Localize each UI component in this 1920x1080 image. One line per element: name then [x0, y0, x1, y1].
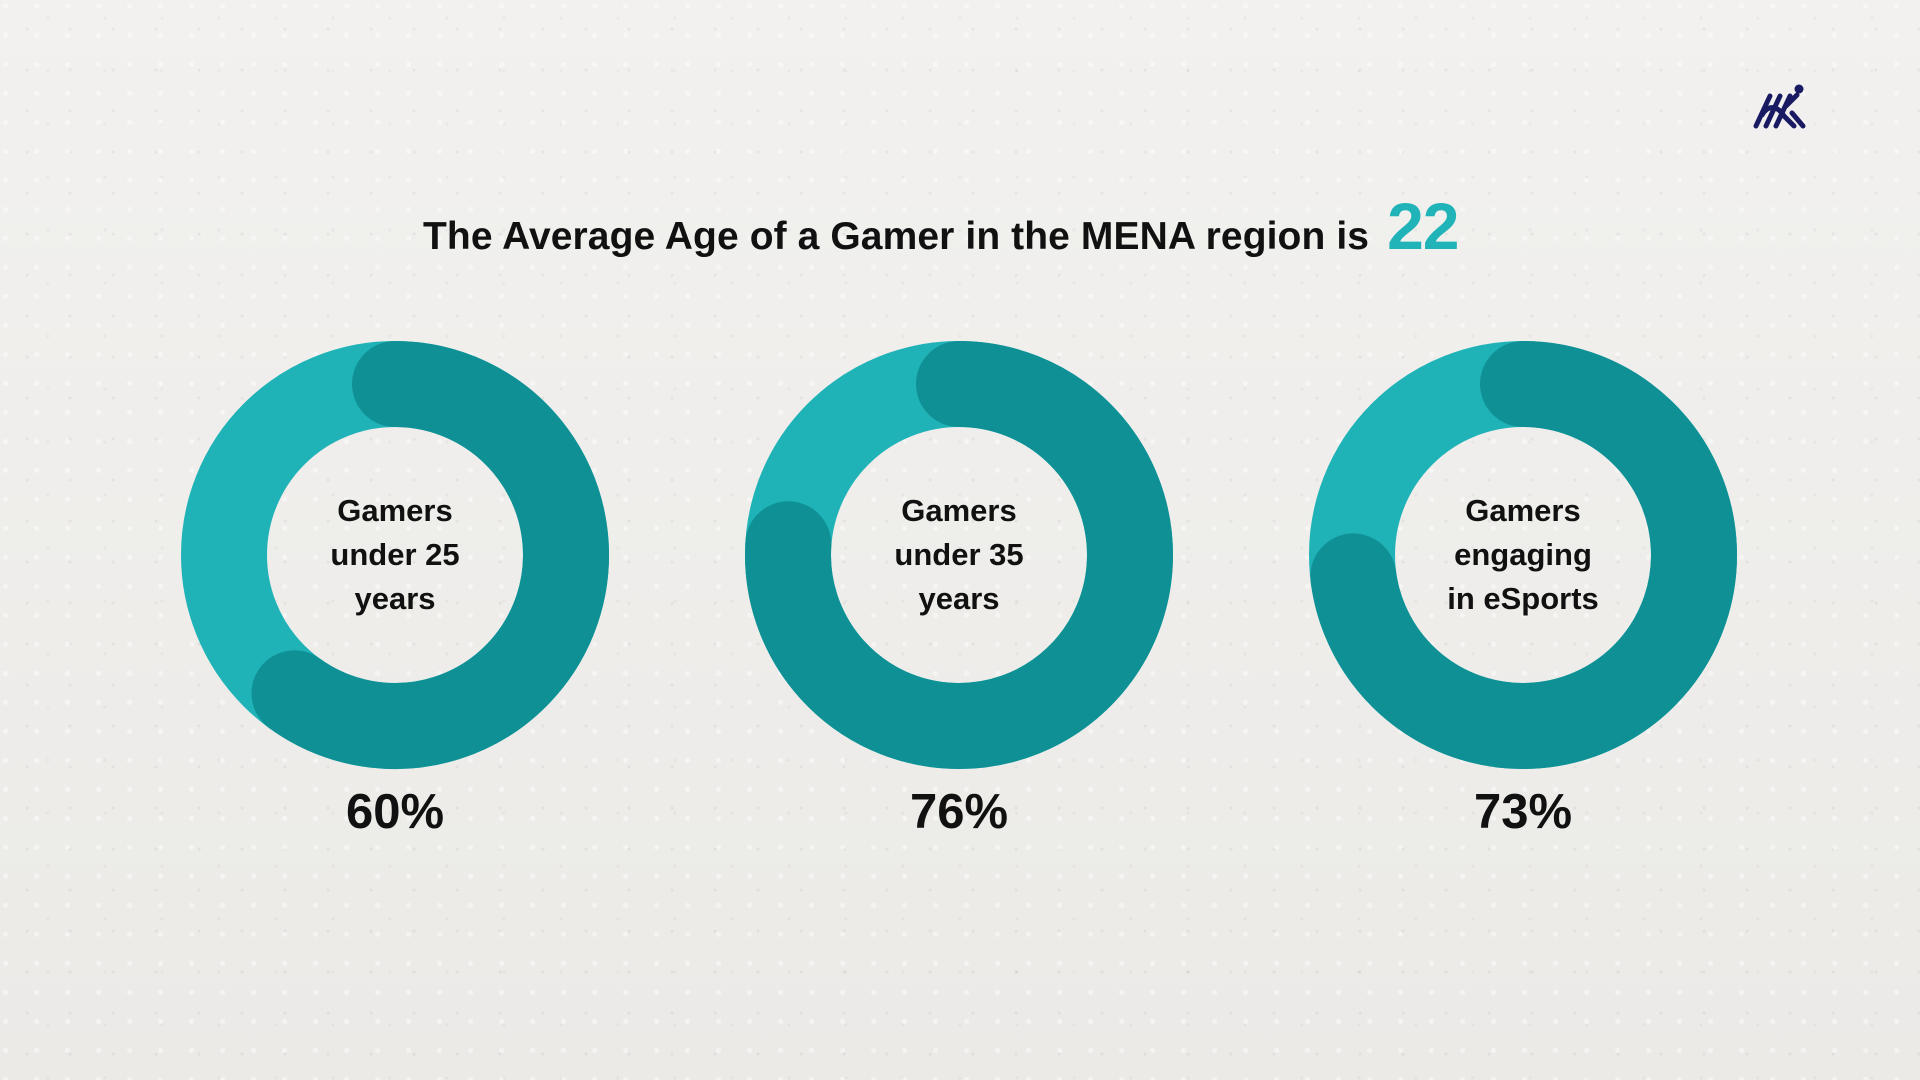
donut-label-esports: Gamers engaging in eSports	[1447, 493, 1599, 616]
donut-card-esports: Gamers engaging in eSports 73%	[1308, 340, 1738, 850]
headline-text: The Average Age of a Gamer in the MENA r…	[423, 215, 1370, 258]
brand-logo	[1752, 82, 1808, 136]
donut-segment-under-25	[251, 341, 609, 769]
donut-label-under-35: Gamers under 35 years	[894, 493, 1024, 616]
percentage-under-35: 76%	[909, 785, 1009, 839]
donut-chart-under-25	[181, 341, 609, 769]
donut-segment-under-35	[745, 341, 1173, 769]
percentage-esports: 73%	[1473, 785, 1573, 839]
donut-segment-esports	[1310, 341, 1737, 769]
donut-card-under-35: Gamers under 35 years 76%	[744, 340, 1174, 850]
donut-card-under-25: Gamers under 25 years 60%	[180, 340, 610, 850]
average-age-value: 22	[1387, 189, 1459, 263]
logo-mark-icon	[1753, 84, 1806, 129]
percentage-under-25: 60%	[345, 785, 445, 839]
headline: The Average Age of a Gamer in the MENA r…	[423, 188, 1459, 268]
donut-chart-esports	[1309, 341, 1737, 769]
donut-chart-under-35	[745, 341, 1173, 769]
donut-label-under-25: Gamers under 25 years	[330, 493, 460, 616]
